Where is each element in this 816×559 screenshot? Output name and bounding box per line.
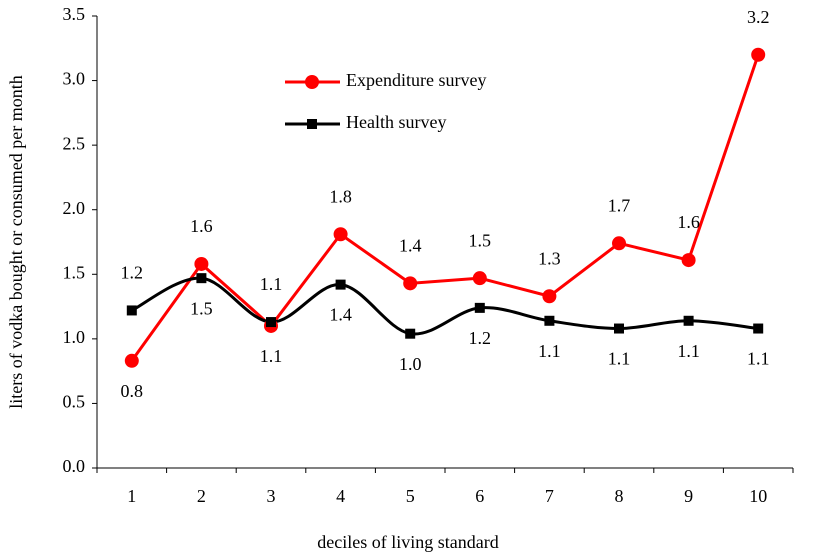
value-label: 3.2 <box>747 7 770 27</box>
point <box>474 302 485 313</box>
point <box>681 253 696 268</box>
point <box>753 323 764 334</box>
y-axis-title: liters of vodka bought or consumed per m… <box>6 75 26 408</box>
point <box>472 271 487 286</box>
value-label: 1.8 <box>329 186 352 206</box>
x-tick-label: 5 <box>406 486 415 506</box>
point <box>335 279 346 290</box>
point <box>266 317 276 328</box>
value-label: 1.1 <box>260 274 283 294</box>
point <box>124 353 139 368</box>
value-label: 1.5 <box>469 230 492 250</box>
point <box>751 47 766 62</box>
value-label: 1.0 <box>399 354 422 374</box>
x-tick-label: 7 <box>545 486 554 506</box>
value-label: 1.4 <box>329 305 352 325</box>
x-tick-label: 9 <box>684 486 693 506</box>
y-tick-label: 3.0 <box>63 69 86 89</box>
legend-label: Expenditure survey <box>346 70 486 90</box>
y-tick-label: 0.0 <box>63 456 86 476</box>
legend-marker <box>305 75 319 89</box>
x-tick-label: 1 <box>127 486 136 506</box>
y-tick-label: 2.5 <box>63 133 86 153</box>
point <box>612 236 626 251</box>
series-line <box>131 276 759 336</box>
value-label: 1.1 <box>677 341 700 361</box>
point <box>405 328 416 339</box>
value-label: 1.7 <box>608 195 631 215</box>
y-tick-label: 0.5 <box>63 392 86 412</box>
value-label: 1.5 <box>190 298 213 318</box>
value-label: 1.1 <box>608 349 631 369</box>
legend-label: Health survey <box>346 112 446 132</box>
legend-marker <box>307 119 317 129</box>
value-label: 1.3 <box>538 248 561 268</box>
value-label: 1.1 <box>747 349 770 369</box>
x-tick-label: 6 <box>475 486 484 506</box>
point <box>614 323 624 334</box>
point <box>683 315 694 326</box>
value-label: 1.6 <box>677 212 700 232</box>
value-label: 1.1 <box>538 341 561 361</box>
value-label: 1.4 <box>399 235 422 255</box>
y-tick-label: 2.0 <box>63 198 86 218</box>
x-tick-label: 3 <box>267 486 276 506</box>
point <box>544 315 555 326</box>
x-axis-title: deciles of living standard <box>317 532 498 552</box>
y-tick-label: 1.5 <box>63 262 86 282</box>
x-tick-label: 10 <box>749 486 767 506</box>
y-tick-label: 1.0 <box>63 327 86 347</box>
value-label: 1.1 <box>260 346 283 366</box>
value-label: 0.8 <box>121 381 144 401</box>
x-tick-label: 2 <box>197 486 206 506</box>
point <box>196 273 207 284</box>
point <box>542 289 557 304</box>
y-tick-label: 3.5 <box>63 4 86 24</box>
point <box>194 256 209 271</box>
x-tick-label: 4 <box>336 486 345 506</box>
series-line <box>130 54 760 362</box>
x-tick-label: 8 <box>615 486 624 506</box>
value-label: 1.6 <box>190 216 213 236</box>
value-label: 1.2 <box>469 328 492 348</box>
value-label: 1.2 <box>121 263 144 283</box>
point <box>126 305 137 316</box>
point <box>403 276 418 291</box>
point <box>333 227 348 242</box>
